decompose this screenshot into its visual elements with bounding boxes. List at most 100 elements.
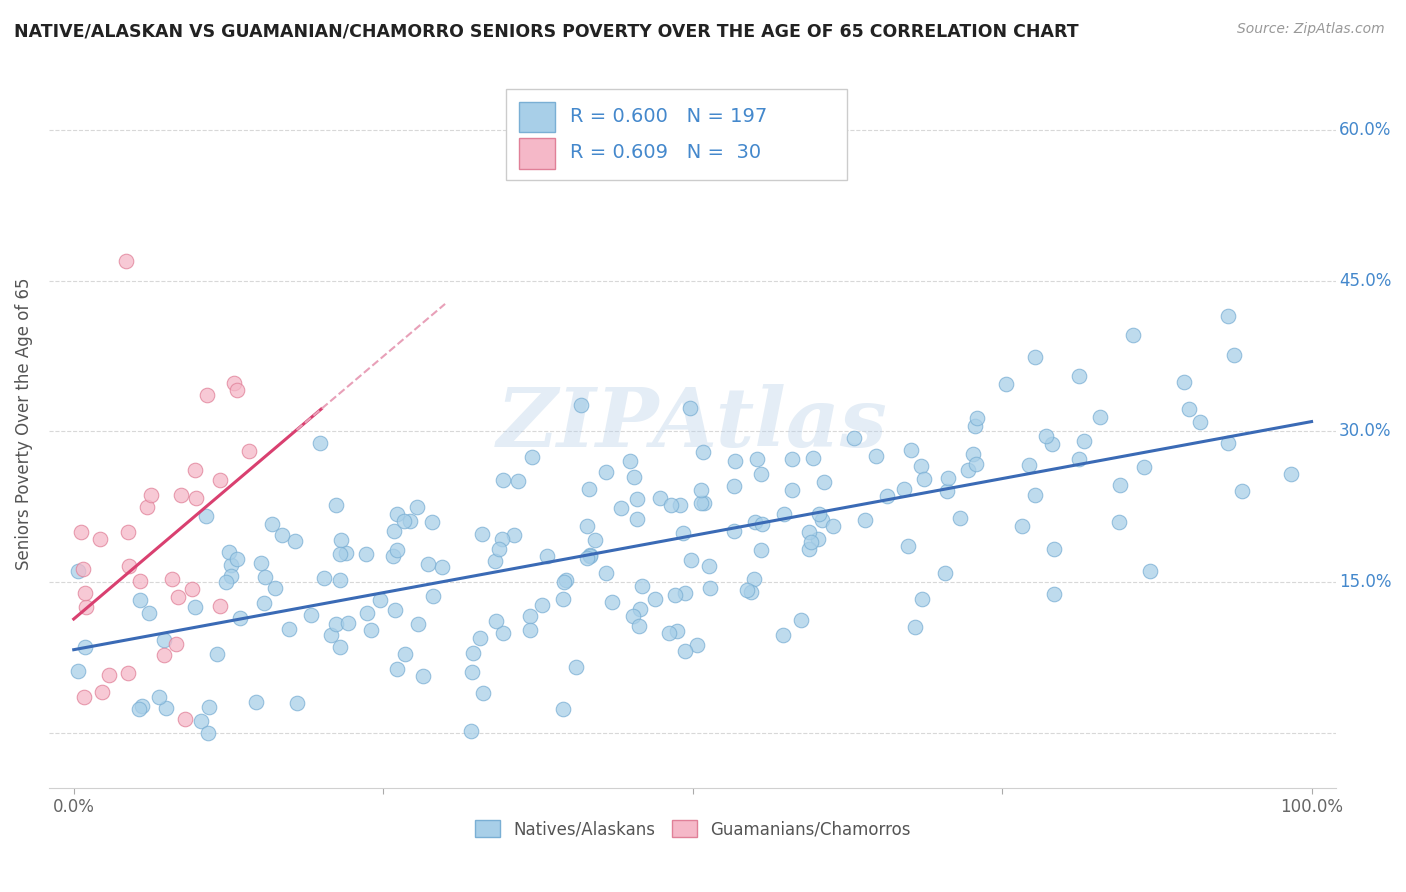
- Point: [555, 574, 578, 588]
- Point: [197, 725, 219, 739]
- Point: [1188, 415, 1211, 429]
- Point: [225, 384, 247, 398]
- Point: [408, 617, 430, 632]
- Point: [277, 622, 299, 636]
- Point: [565, 660, 588, 674]
- Point: [360, 624, 382, 638]
- Point: [665, 624, 688, 639]
- Point: [751, 543, 773, 558]
- Point: [181, 582, 204, 596]
- Point: [693, 496, 716, 510]
- Point: [90, 685, 112, 699]
- Point: [72, 561, 94, 575]
- Point: [381, 549, 404, 564]
- Point: [628, 619, 651, 633]
- Point: [1069, 451, 1091, 466]
- Point: [569, 399, 592, 413]
- Point: [910, 458, 932, 473]
- Point: [745, 452, 768, 467]
- Point: [1108, 516, 1130, 530]
- Point: [468, 632, 491, 646]
- Point: [671, 525, 693, 540]
- Point: [749, 467, 772, 481]
- Point: [218, 545, 240, 559]
- Point: [138, 606, 160, 620]
- Point: [184, 491, 207, 505]
- Point: [531, 598, 554, 612]
- Point: [800, 535, 823, 549]
- Point: [412, 669, 434, 683]
- Point: [595, 566, 617, 581]
- Point: [551, 591, 574, 606]
- Point: [664, 589, 686, 603]
- FancyBboxPatch shape: [519, 102, 555, 132]
- Point: [484, 554, 506, 568]
- Point: [904, 620, 927, 634]
- Point: [195, 508, 218, 523]
- Point: [184, 463, 207, 477]
- Point: [152, 648, 174, 663]
- Point: [936, 471, 959, 485]
- Point: [910, 592, 932, 607]
- Point: [897, 539, 920, 553]
- Point: [994, 377, 1017, 392]
- Point: [284, 534, 307, 549]
- Point: [1230, 483, 1253, 498]
- Point: [169, 488, 191, 502]
- Point: [782, 483, 804, 498]
- Point: [658, 626, 681, 640]
- Point: [329, 640, 352, 655]
- Point: [384, 602, 406, 616]
- Point: [623, 470, 645, 484]
- Point: [129, 574, 152, 588]
- Point: [508, 475, 530, 489]
- Point: [807, 532, 830, 546]
- Point: [773, 507, 796, 521]
- Point: [551, 702, 574, 716]
- Point: [772, 628, 794, 642]
- Point: [1035, 429, 1057, 443]
- Point: [368, 592, 391, 607]
- Point: [432, 559, 454, 574]
- Point: [205, 648, 228, 662]
- Point: [842, 431, 865, 445]
- Point: [492, 626, 515, 640]
- Point: [689, 483, 711, 497]
- Point: [934, 566, 956, 581]
- Point: [385, 662, 408, 676]
- Point: [219, 558, 242, 572]
- Point: [957, 462, 980, 476]
- Point: [780, 451, 803, 466]
- Point: [229, 611, 252, 625]
- Text: 60.0%: 60.0%: [1339, 121, 1392, 139]
- Point: [595, 465, 617, 479]
- Y-axis label: Seniors Poverty Over the Age of 65: Seniors Poverty Over the Age of 65: [15, 277, 32, 570]
- Point: [215, 575, 238, 590]
- Point: [600, 595, 623, 609]
- Point: [799, 525, 821, 540]
- Point: [1018, 458, 1040, 472]
- Point: [382, 524, 405, 538]
- Point: [422, 590, 444, 604]
- Point: [893, 482, 915, 496]
- Point: [744, 516, 766, 530]
- Point: [336, 616, 359, 631]
- Point: [583, 533, 606, 548]
- Point: [1043, 541, 1066, 556]
- Point: [385, 507, 408, 521]
- Point: [813, 475, 835, 490]
- Point: [136, 500, 159, 515]
- Point: [488, 542, 510, 557]
- Point: [416, 557, 439, 571]
- Point: [330, 533, 353, 547]
- Text: ZIPAtlas: ZIPAtlas: [498, 384, 889, 464]
- Point: [73, 585, 96, 599]
- Point: [723, 524, 745, 538]
- Point: [723, 478, 745, 492]
- Point: [679, 401, 702, 416]
- Point: [155, 701, 177, 715]
- Point: [821, 519, 844, 533]
- Point: [460, 723, 482, 738]
- Point: [631, 579, 654, 593]
- Point: [519, 623, 541, 637]
